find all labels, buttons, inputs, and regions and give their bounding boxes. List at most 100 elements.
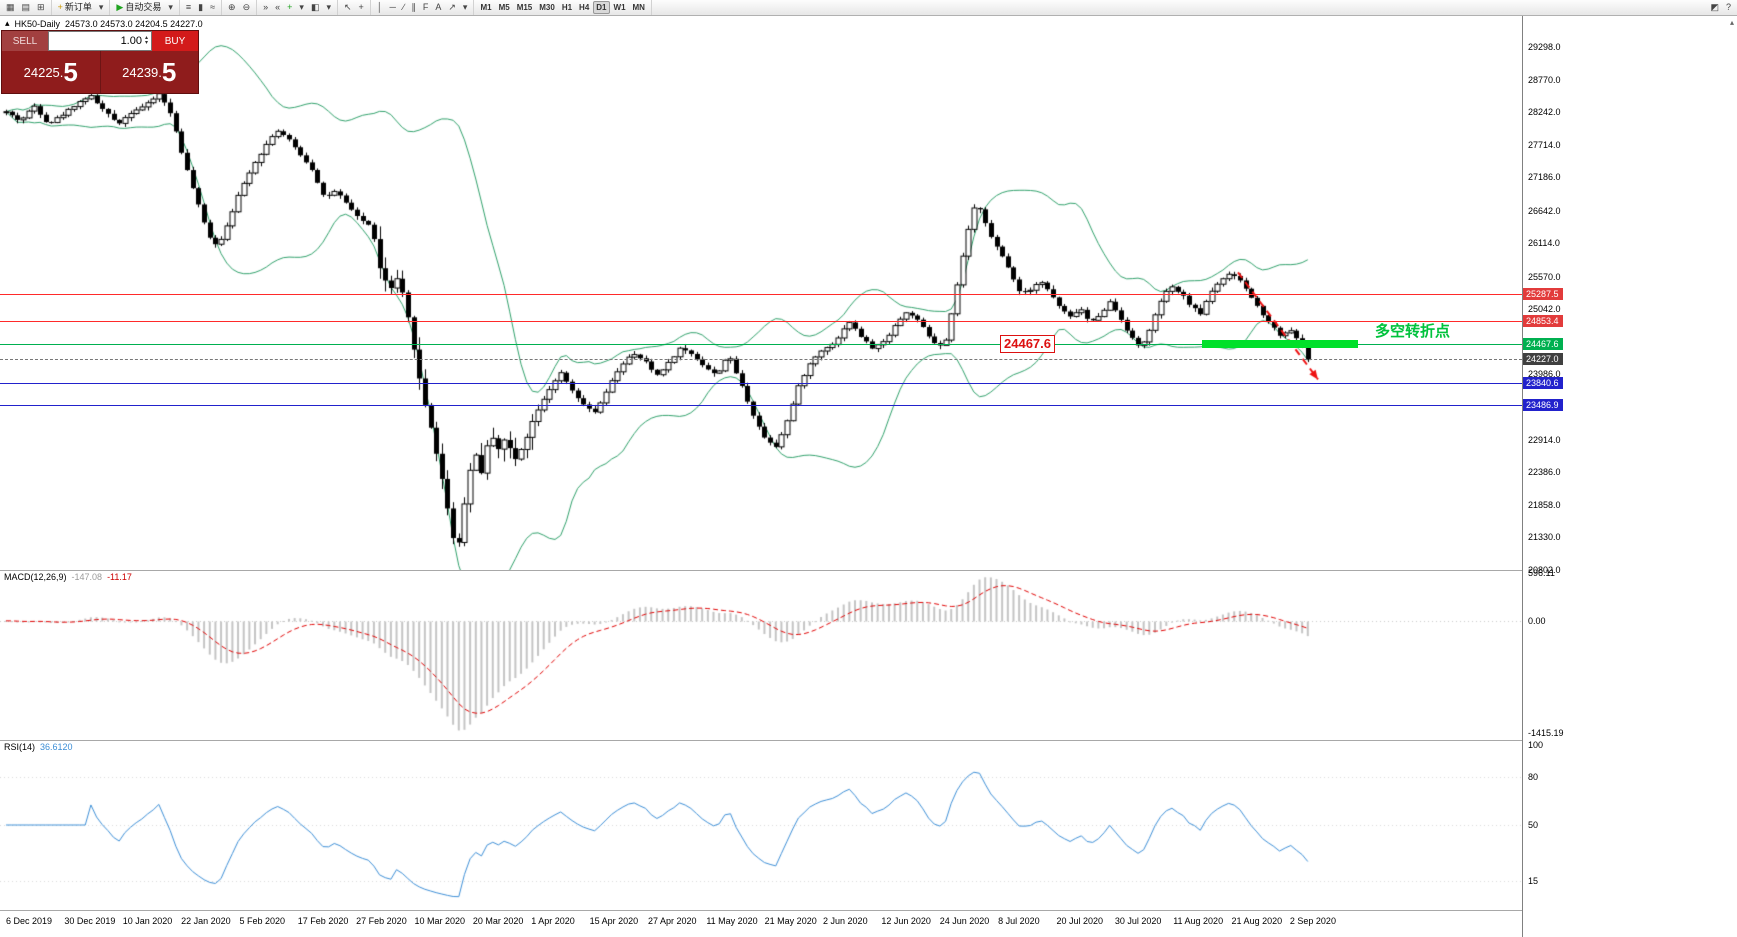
price-tick: 22914.0 bbox=[1528, 435, 1561, 446]
price-level-line[interactable] bbox=[0, 383, 1522, 384]
price-level-line[interactable] bbox=[0, 405, 1522, 406]
price-tick: 26642.0 bbox=[1528, 205, 1561, 216]
price-tag: 24853.4 bbox=[1523, 314, 1563, 327]
indicators-dropdown-button[interactable]: ▾ bbox=[296, 1, 307, 14]
line-chart-icon: ≈ bbox=[210, 2, 216, 12]
timeframe-m5-button-label: M5 bbox=[498, 2, 510, 12]
auto-scroll-button[interactable]: » bbox=[260, 1, 271, 14]
date-label: 27 Feb 2020 bbox=[356, 916, 407, 926]
help-button[interactable]: ? bbox=[1723, 1, 1734, 14]
bar-chart-icon: ≡ bbox=[185, 2, 192, 12]
buy-price[interactable]: 24239. 5 bbox=[99, 51, 199, 93]
docking-button[interactable]: ◩ bbox=[1707, 1, 1722, 14]
date-label: 10 Jan 2020 bbox=[122, 916, 173, 926]
volume-up-icon[interactable]: ▴ bbox=[144, 35, 148, 41]
price-level-line[interactable] bbox=[0, 359, 1522, 360]
rsi-label: RSI(14) 36.6120 bbox=[4, 742, 73, 752]
toolbar: ▦ ▤ ⊞ + 新订单 ▾ ▶ 自动交易 ▾ ≡ ▮ ≈ ⊕ ⊖» «+ ▾ ◧ ▾ ↖ + │ ─ ∕ ∥ F A ↗ ▾ M1 M5 M… bbox=[0, 0, 1737, 16]
macd-label: MACD(12,26,9) -147.08 -11.17 bbox=[4, 572, 132, 582]
new-chart-button[interactable]: ▦ bbox=[3, 1, 18, 14]
price-axis: 29298.0 28770.0 28242.0 27714.0 27186.0 26642… bbox=[1523, 16, 1737, 937]
text-button[interactable]: A bbox=[432, 1, 444, 14]
price-annotation[interactable]: 24467.6 bbox=[1000, 335, 1055, 353]
indicators-dropdown-icon: ▾ bbox=[299, 2, 304, 12]
chart-shift-button[interactable]: « bbox=[272, 1, 283, 14]
zoom-out-button[interactable]: ⊖ bbox=[240, 1, 254, 14]
sell-button[interactable]: SELL bbox=[2, 31, 48, 51]
bar-chart-button[interactable]: ≡ bbox=[183, 1, 194, 14]
new-order-icon: + bbox=[57, 2, 63, 12]
fibonacci-icon: F bbox=[422, 2, 429, 12]
shapes-dropdown-button[interactable]: ▾ bbox=[460, 1, 471, 14]
fibonacci-button[interactable]: F bbox=[420, 1, 432, 14]
new-order-button[interactable]: + 新订单 bbox=[55, 1, 95, 14]
rsi-name: RSI(14) bbox=[4, 742, 36, 752]
vertical-line-icon: │ bbox=[376, 2, 383, 12]
scroll-up-icon[interactable]: ▴ bbox=[1729, 18, 1734, 27]
candlestick-chart-button[interactable]: ▮ bbox=[195, 1, 206, 14]
line-chart-button[interactable]: ≈ bbox=[207, 1, 218, 14]
time-axis: 6 Dec 2019 30 Dec 2019 10 Jan 2020 22 Jan 2… bbox=[0, 911, 1522, 937]
buy-button[interactable]: BUY bbox=[152, 31, 198, 51]
sell-price[interactable]: 24225. 5 bbox=[2, 51, 100, 93]
toolbar-group-right: ◩? bbox=[1704, 0, 1737, 15]
timeframe-h4-button[interactable]: H4 bbox=[576, 1, 592, 14]
trendline-button[interactable]: ∕ bbox=[400, 1, 408, 14]
timeframe-m15-button[interactable]: M15 bbox=[514, 1, 536, 14]
indicators-button[interactable]: + bbox=[284, 1, 295, 14]
arrow-tool-icon: ↗ bbox=[448, 2, 456, 12]
turning-point-bar[interactable] bbox=[1202, 340, 1358, 348]
price-tick: 27186.0 bbox=[1528, 172, 1561, 183]
timeframe-d1-button[interactable]: D1 bbox=[593, 1, 610, 14]
turning-point-annotation[interactable]: 多空转折点 bbox=[1375, 323, 1451, 340]
templates-dropdown-button[interactable]: ▾ bbox=[323, 1, 334, 14]
zoom-in-button[interactable]: ⊕ bbox=[225, 1, 239, 14]
horizontal-line-button[interactable]: ─ bbox=[386, 1, 398, 14]
vertical-line-button[interactable]: │ bbox=[374, 1, 386, 14]
chart-profiles-button[interactable]: ▤ bbox=[19, 1, 34, 14]
channel-button[interactable]: ∥ bbox=[408, 1, 419, 14]
volume-down-icon[interactable]: ▾ bbox=[144, 40, 148, 46]
price-level-line[interactable] bbox=[0, 294, 1522, 295]
tile-windows-button[interactable]: ⊞ bbox=[34, 1, 48, 14]
autotrade-button[interactable]: ▶ 自动交易 bbox=[113, 1, 164, 14]
templates-icon: ◧ bbox=[310, 2, 320, 12]
price-tag: 25287.5 bbox=[1523, 288, 1563, 301]
autotrade-dropdown-icon: ▾ bbox=[168, 2, 173, 12]
timeframe-h1-button[interactable]: H1 bbox=[559, 1, 575, 14]
timeframe-m1-button-label: M1 bbox=[480, 2, 492, 12]
crosshair-button[interactable]: + bbox=[356, 1, 367, 14]
chart-expand-icon[interactable]: ▴ bbox=[5, 18, 10, 28]
volume-stepper: ▴ ▾ bbox=[144, 35, 148, 46]
timeframe-m5-button[interactable]: M5 bbox=[496, 1, 513, 14]
timeframe-d1-button-label: D1 bbox=[596, 2, 607, 12]
auto-scroll-icon: » bbox=[263, 2, 269, 12]
volume-input[interactable]: 1.00 ▴ ▾ bbox=[48, 31, 152, 51]
rsi-canvas[interactable] bbox=[0, 740, 1522, 910]
cursor-button[interactable]: ↖ bbox=[341, 1, 355, 14]
arrow-tool-button[interactable]: ↗ bbox=[445, 1, 459, 14]
timeframe-w1-button-label: W1 bbox=[613, 2, 626, 12]
price-level-line[interactable] bbox=[0, 344, 1522, 345]
tile-windows-icon: ⊞ bbox=[37, 2, 45, 12]
horizontal-line-icon: ─ bbox=[389, 2, 396, 12]
timeframe-m1-button[interactable]: M1 bbox=[477, 1, 494, 14]
timeframe-m30-button[interactable]: M30 bbox=[536, 1, 558, 14]
templates-dropdown-icon: ▾ bbox=[326, 2, 331, 12]
timeframe-m15-button-label: M15 bbox=[516, 2, 533, 12]
toolbar-group-chart-type: ≡ ▮ ≈ bbox=[180, 0, 223, 15]
order-dropdown-button[interactable]: ▾ bbox=[96, 1, 107, 14]
price-level-line[interactable] bbox=[0, 321, 1522, 322]
panel-separator bbox=[0, 740, 1522, 741]
autotrade-dropdown-button[interactable]: ▾ bbox=[165, 1, 176, 14]
date-label: 22 Jan 2020 bbox=[181, 916, 231, 926]
timeframe-mn-button[interactable]: MN bbox=[630, 1, 648, 14]
timeframe-w1-button[interactable]: W1 bbox=[611, 1, 629, 14]
new-order-button-label: 新订单 bbox=[64, 2, 92, 12]
price-integer: 24225. bbox=[23, 64, 64, 80]
price-tick: 21330.0 bbox=[1528, 532, 1561, 543]
templates-button[interactable]: ◧ bbox=[308, 1, 323, 14]
macd-canvas[interactable] bbox=[0, 570, 1522, 740]
main-chart-canvas[interactable] bbox=[0, 16, 1522, 570]
